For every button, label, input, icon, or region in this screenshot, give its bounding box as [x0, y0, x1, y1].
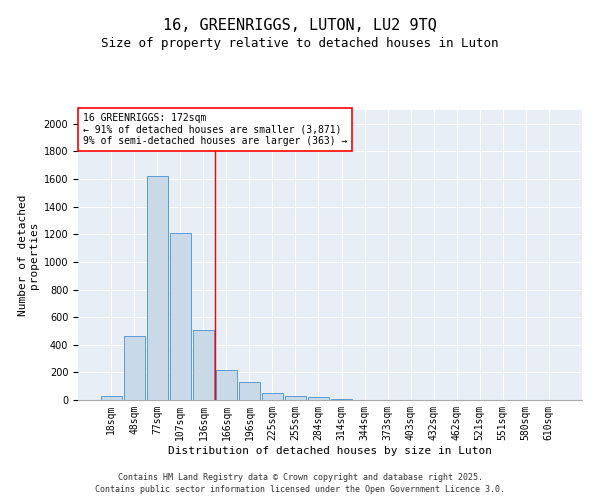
- Text: Contains HM Land Registry data © Crown copyright and database right 2025.: Contains HM Land Registry data © Crown c…: [118, 472, 482, 482]
- Bar: [193, 330, 214, 400]
- Bar: [147, 176, 167, 400]
- Bar: [308, 397, 329, 400]
- Text: 16, GREENRIGGS, LUTON, LU2 9TQ: 16, GREENRIGGS, LUTON, LU2 9TQ: [163, 18, 437, 32]
- Text: 16 GREENRIGGS: 172sqm
← 91% of detached houses are smaller (3,871)
9% of semi-de: 16 GREENRIGGS: 172sqm ← 91% of detached …: [83, 113, 347, 146]
- Bar: [262, 393, 283, 400]
- Bar: [239, 382, 260, 400]
- X-axis label: Distribution of detached houses by size in Luton: Distribution of detached houses by size …: [168, 446, 492, 456]
- Bar: [285, 396, 306, 400]
- Bar: [331, 398, 352, 400]
- Bar: [101, 396, 122, 400]
- Bar: [124, 336, 145, 400]
- Y-axis label: Number of detached
properties: Number of detached properties: [18, 194, 40, 316]
- Text: Contains public sector information licensed under the Open Government Licence 3.: Contains public sector information licen…: [95, 485, 505, 494]
- Text: Size of property relative to detached houses in Luton: Size of property relative to detached ho…: [101, 38, 499, 51]
- Bar: [216, 370, 237, 400]
- Bar: [170, 233, 191, 400]
